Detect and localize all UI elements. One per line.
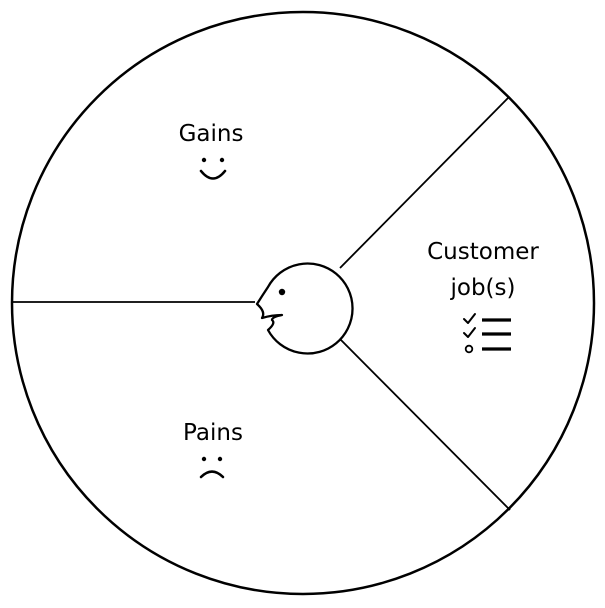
jobs-label-line1: Customer <box>427 239 539 265</box>
pains-label: Pains <box>183 420 243 446</box>
jobs-label-line2: job(s) <box>450 275 516 301</box>
customer-face-icon <box>255 262 354 355</box>
checklist-icon <box>463 313 511 354</box>
frown-icon <box>199 456 225 479</box>
divider-lower-right <box>339 338 511 511</box>
smile-icon <box>199 157 227 180</box>
gains-label: Gains <box>179 121 244 147</box>
divider-upper-right <box>339 96 510 269</box>
